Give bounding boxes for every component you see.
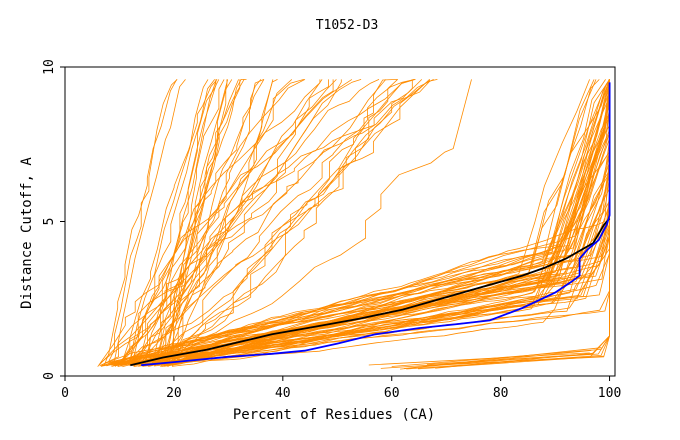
background-series-line (127, 79, 606, 366)
y-tick-label: 10 (42, 59, 57, 75)
background-series-line (164, 79, 610, 363)
background-series-line (155, 79, 239, 363)
x-tick-label: 40 (275, 386, 291, 401)
background-series-line (167, 79, 610, 366)
background-series-line (150, 79, 610, 365)
background-series-line (165, 79, 438, 364)
background-series-line (162, 79, 430, 365)
background-series-line (172, 79, 293, 367)
background-series-line (167, 79, 472, 367)
x-tick-label: 60 (384, 386, 400, 401)
chart-title: T1052-D3 (316, 18, 379, 33)
background-series-line (108, 79, 597, 364)
background-series-line (115, 79, 610, 365)
highlight-series-group (130, 82, 611, 367)
background-series-line (129, 79, 209, 364)
x-tick-label: 80 (493, 386, 509, 401)
series-line (130, 217, 611, 367)
x-tick-label: 20 (166, 386, 182, 401)
background-series-line (165, 79, 610, 366)
x-axis: 0 20 40 60 80 100 (61, 376, 621, 401)
background-series-line (172, 79, 274, 367)
background-series-line (172, 79, 610, 364)
series-line (141, 82, 611, 367)
background-series-line (117, 79, 305, 364)
background-series-line (114, 79, 413, 367)
background-series-line (106, 79, 610, 367)
background-series-line (127, 79, 398, 363)
background-series-line (120, 79, 262, 367)
x-tick-label: 0 (61, 386, 69, 401)
background-series-line (99, 79, 610, 367)
background-series-line (117, 79, 610, 365)
background-series-line (435, 352, 593, 369)
background-series-line (100, 79, 353, 366)
background-series-line (140, 79, 337, 366)
y-tick-label: 0 (42, 372, 57, 380)
background-series-line (165, 79, 228, 363)
background-series-line (368, 352, 590, 366)
y-tick-label: 5 (42, 218, 57, 226)
background-series-line (131, 79, 216, 365)
background-series-line (145, 79, 217, 363)
background-series-group (97, 79, 610, 370)
y-axis: 0 5 10 (42, 59, 65, 380)
background-series-line (110, 79, 610, 364)
background-series-line (152, 79, 610, 363)
x-axis-label: Percent of Residues (CA) (233, 407, 435, 423)
background-series-line (117, 79, 610, 364)
background-series-line (165, 79, 278, 363)
background-series-line (141, 79, 323, 365)
background-series-line (100, 79, 416, 364)
background-series-line (99, 79, 430, 366)
background-series-line (143, 79, 610, 365)
background-series-line (167, 79, 398, 367)
background-series-line (154, 79, 265, 367)
background-series-line (400, 350, 592, 370)
background-series-line (100, 79, 610, 367)
background-series-line (107, 79, 178, 363)
background-series-line (425, 277, 610, 366)
background-series-line (97, 79, 321, 367)
background-series-line (103, 79, 178, 366)
background-series-line (133, 79, 415, 367)
background-series-line (120, 79, 218, 366)
background-series-line (126, 79, 306, 363)
background-series-line (114, 79, 610, 366)
x-tick-label: 100 (598, 386, 621, 401)
background-series-line (113, 79, 186, 364)
background-series-line (151, 79, 423, 364)
y-axis-label: Distance Cutoff, A (19, 157, 35, 309)
background-series-line (138, 79, 220, 365)
background-series-line (166, 79, 233, 363)
